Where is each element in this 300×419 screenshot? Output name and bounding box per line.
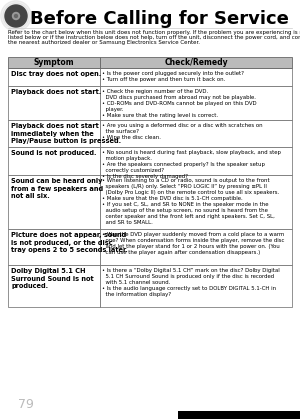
Text: Check/Remedy: Check/Remedy <box>164 58 228 67</box>
Text: Symptom: Symptom <box>34 58 74 67</box>
Text: Picture does not appear, sound
is not produced, or the disc
tray opens 2 to 5 se: Picture does not appear, sound is not pr… <box>11 232 128 253</box>
Text: • Is there a “Dolby Digital 5.1 CH” mark on the disc? Dolby Digital
  5.1 CH Sur: • Is there a “Dolby Digital 5.1 CH” mark… <box>102 267 280 297</box>
Circle shape <box>5 5 27 27</box>
Bar <box>100 229 292 265</box>
Text: Disc tray does not open.: Disc tray does not open. <box>11 71 101 77</box>
Bar <box>8 147 100 175</box>
Bar <box>100 68 292 86</box>
Bar <box>100 265 292 307</box>
Circle shape <box>14 15 17 18</box>
Text: • Are you using a deformed disc or a disc with scratches on
  the surface?
• Wip: • Are you using a deformed disc or a dis… <box>102 122 262 140</box>
Text: Before Calling for Service: Before Calling for Service <box>30 10 289 28</box>
Text: Dolby Digital 5.1 CH
Surround Sound is not
produced.: Dolby Digital 5.1 CH Surround Sound is n… <box>11 268 94 289</box>
Text: Sound can be heard only
from a few speakers and
not all six.: Sound can be heard only from a few speak… <box>11 178 103 199</box>
Text: Refer to the chart below when this unit does not function properly. If the probl: Refer to the chart below when this unit … <box>8 30 300 35</box>
Text: • Is the power cord plugged securely into the outlet?
• Turn off the power and t: • Is the power cord plugged securely int… <box>102 70 244 82</box>
Bar <box>100 57 292 68</box>
Text: • Check the region number of the DVD.
  DVD discs purchased from abroad may not : • Check the region number of the DVD. DV… <box>102 88 256 117</box>
Text: listed below or if the instruction below does not help, turn off the unit, disco: listed below or if the instruction below… <box>8 35 300 40</box>
Bar <box>8 265 100 307</box>
Bar <box>8 229 100 265</box>
Circle shape <box>13 13 20 20</box>
Text: the nearest authorized dealer or Samsung Electronics Service Center.: the nearest authorized dealer or Samsung… <box>8 40 200 44</box>
Bar <box>100 175 292 229</box>
Text: Playback does not start
immediately when the
Play/Pause button is pressed.: Playback does not start immediately when… <box>11 123 121 144</box>
Bar <box>100 120 292 147</box>
Bar <box>100 147 292 175</box>
Text: • When listening to a CD or radio, sound is output to the front
  speakers (L/R): • When listening to a CD or radio, sound… <box>102 178 279 225</box>
Bar <box>8 175 100 229</box>
Bar <box>8 57 100 68</box>
Bar <box>8 120 100 147</box>
Text: • No sound is heard during fast playback, slow playback, and step
  motion playb: • No sound is heard during fast playback… <box>102 150 281 178</box>
Bar <box>100 86 292 120</box>
Text: • Was the DVD player suddenly moved from a cold place to a warm
  one? When cond: • Was the DVD player suddenly moved from… <box>102 232 284 254</box>
Text: Sound is not produced.: Sound is not produced. <box>11 150 97 156</box>
Text: Playback does not start.: Playback does not start. <box>11 89 101 95</box>
Bar <box>178 411 300 419</box>
Bar <box>8 86 100 120</box>
Bar <box>8 68 100 86</box>
Text: 79: 79 <box>18 398 34 411</box>
